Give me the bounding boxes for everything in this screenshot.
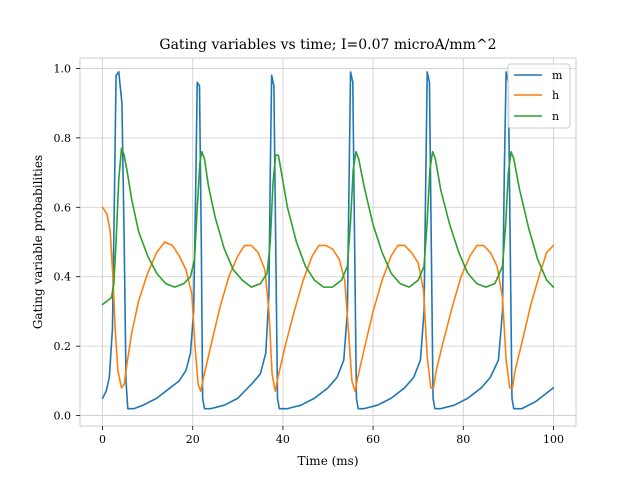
chart-title: Gating variables vs time; I=0.07 microA/… [159, 37, 496, 53]
x-tick-label: 100 [543, 433, 564, 446]
legend-label-h: h [552, 89, 559, 102]
series-line-h [101, 206, 555, 393]
y-tick-label: 0.4 [54, 271, 72, 284]
legend-label-m: m [552, 69, 563, 82]
x-tick-label: 0 [99, 433, 106, 446]
y-tick-label: 0.8 [54, 132, 72, 145]
y-tick-label: 0.0 [54, 410, 72, 423]
x-tick-label: 80 [456, 433, 470, 446]
legend-box [507, 63, 571, 129]
y-tick-label: 1.0 [54, 62, 72, 75]
y-tick-label: 0.2 [54, 340, 72, 353]
series-lines [101, 71, 555, 410]
plot-frame [79, 57, 577, 427]
x-tick-label: 40 [276, 433, 290, 446]
x-tick-label: 20 [186, 433, 200, 446]
ticks: 0 20 40 60 80 100 0.0 0.2 0.4 0.6 0.8 1.0 [54, 62, 564, 446]
grid [80, 58, 576, 426]
x-axis-label: Time (ms) [297, 454, 358, 468]
y-axis-label: Gating variable probabilities [31, 155, 45, 329]
series-line-n [101, 147, 555, 306]
x-tick-label: 60 [366, 433, 380, 446]
legend-label-n: n [552, 110, 559, 123]
series-line-m [101, 71, 555, 410]
legend: m h n [507, 63, 571, 129]
y-tick-label: 0.6 [54, 201, 72, 214]
